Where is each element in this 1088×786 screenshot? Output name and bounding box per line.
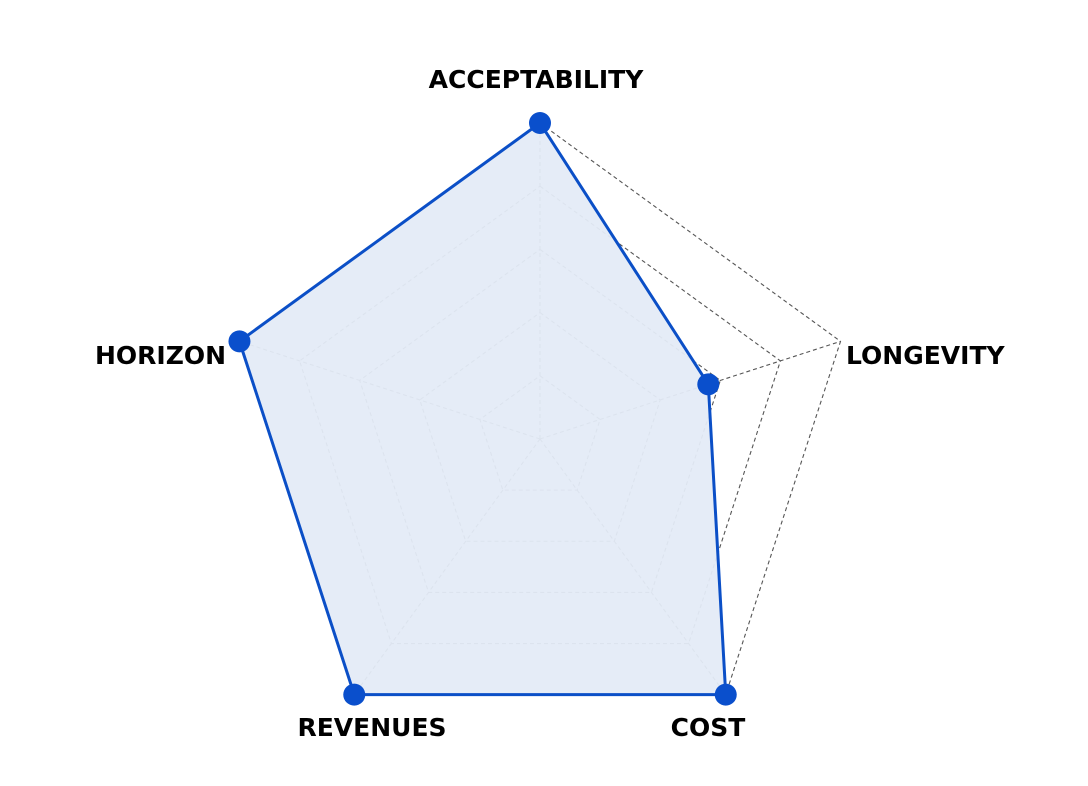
data-point-acceptability: [529, 112, 551, 134]
axis-labels: ACCEPTABILITY LONGEVITY COST REVENUES HO…: [95, 65, 1006, 742]
axis-label-acceptability: ACCEPTABILITY: [429, 65, 645, 94]
data-point-horizon: [228, 330, 251, 353]
data-point-revenues: [343, 683, 366, 706]
marker-layer: [228, 112, 737, 706]
series-area-0: [237, 121, 728, 697]
data-point-cost: [714, 683, 737, 706]
series-layer: [237, 121, 728, 697]
axis-label-cost: COST: [671, 713, 746, 742]
axis-label-longevity: LONGEVITY: [846, 341, 1006, 370]
data-point-longevity: [697, 373, 720, 396]
axis-label-horizon: HORIZON: [95, 341, 226, 370]
axis-label-revenues: REVENUES: [297, 713, 446, 742]
